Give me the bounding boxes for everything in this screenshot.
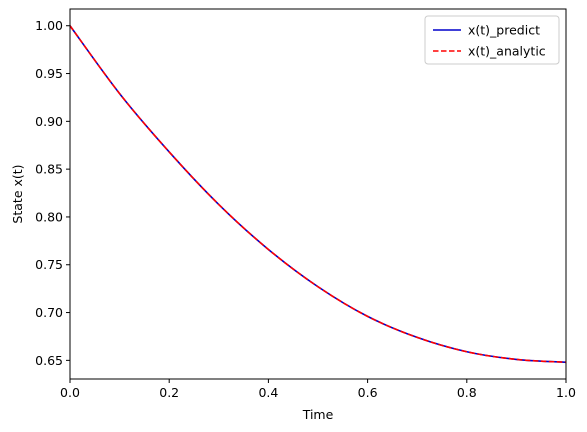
y-tick-label: 0.85: [35, 162, 63, 177]
x-tick-label: 0.4: [258, 385, 278, 400]
y-tick-label: 0.95: [35, 66, 63, 81]
y-axis-label: State x(t): [10, 164, 25, 223]
y-tick-label: 0.80: [35, 209, 63, 224]
y-axis-ticks: 0.65 0.70 0.75 0.80 0.85 0.90 0.95 1.00: [35, 18, 70, 368]
x-axis-ticks: 0.0 0.2 0.4 0.6 0.8 1.0: [60, 379, 576, 400]
x-axis-label: Time: [302, 407, 334, 422]
x-tick-label: 0.0: [60, 385, 80, 400]
x-tick-label: 0.2: [159, 385, 179, 400]
x-tick-label: 0.8: [457, 385, 477, 400]
legend-label-predict: x(t)_predict: [468, 23, 540, 38]
plot-area: [70, 9, 566, 379]
plot-frame: [69, 8, 567, 380]
y-tick-label: 1.00: [35, 18, 63, 33]
series-layer: [69, 25, 567, 364]
legend-box: [424, 15, 560, 65]
legend-label-analytic: x(t)_analytic: [468, 44, 546, 59]
x-tick-label: 0.6: [358, 385, 378, 400]
legend: x(t)_predict x(t)_analytic: [424, 15, 560, 65]
y-tick-label: 0.70: [35, 305, 63, 320]
y-tick-label: 0.90: [35, 114, 63, 129]
y-tick-label: 0.75: [35, 257, 63, 272]
series-line-analytic: [69, 25, 567, 364]
x-tick-label: 1.0: [556, 385, 576, 400]
y-tick-label: 0.65: [35, 353, 63, 368]
